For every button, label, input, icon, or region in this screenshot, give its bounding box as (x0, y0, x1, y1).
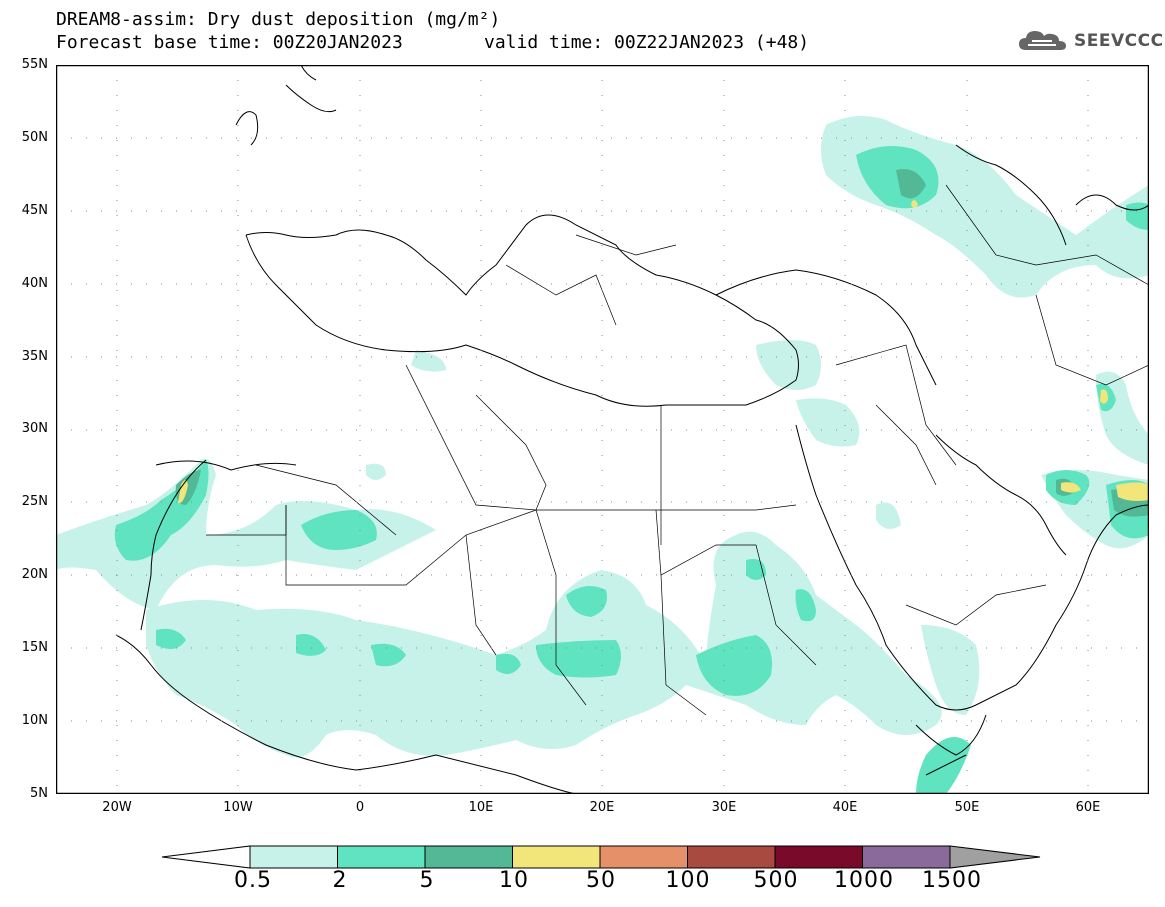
colorbar-segment (337, 845, 426, 869)
legend-label: 100 (665, 868, 711, 893)
cloud-icon (1019, 31, 1066, 50)
colorbar (161, 845, 1041, 869)
lon-label: 0 (355, 800, 365, 815)
contour-10 (178, 200, 1149, 504)
forecast-base-time: Forecast base time: 00Z20JAN2023 (56, 32, 403, 53)
colorbar-segment (249, 845, 338, 869)
lat-label: 35N (21, 349, 48, 364)
lat-label: 55N (21, 57, 48, 72)
colorbar-segment (512, 845, 601, 869)
colorbar-segment (774, 845, 863, 869)
lat-label: 15N (21, 640, 48, 655)
legend-label: 1000 (834, 868, 894, 893)
map-title: DREAM8-assim: Dry dust deposition (mg/m²… (56, 9, 501, 30)
lat-label: 10N (21, 713, 48, 728)
lon-label: 10W (223, 800, 253, 815)
legend-label: 50 (586, 868, 616, 893)
lat-label: 40N (21, 276, 48, 291)
lat-label: 20N (21, 567, 48, 582)
dust-contours (56, 116, 1149, 794)
lat-label: 50N (21, 130, 48, 145)
borders (206, 184, 1149, 716)
colorbar-segment (599, 845, 688, 869)
lat-label: 5N (30, 786, 48, 801)
dust-map (56, 65, 1149, 794)
lat-label: 25N (21, 494, 48, 509)
colorbar-segments (161, 845, 1041, 869)
logo-text: SEEVCCC (1074, 31, 1164, 51)
legend-label: 500 (753, 868, 799, 893)
coastlines (115, 65, 1149, 794)
map-border (56, 65, 1149, 794)
lat-label: 45N (21, 203, 48, 218)
colorbar-segment (687, 845, 776, 869)
colorbar-segment (424, 845, 513, 869)
lon-label: 10E (468, 800, 494, 815)
colorbar-segment (862, 845, 951, 869)
legend-label: 0.5 (234, 868, 272, 893)
colorbar-segment (161, 845, 251, 869)
legend-label: 5 (419, 868, 435, 893)
legend-label: 2 (332, 868, 348, 893)
lon-label: 40E (832, 800, 858, 815)
valid-time: valid time: 00Z22JAN2023 (+48) (484, 32, 810, 53)
lon-label: 30E (711, 800, 737, 815)
legend-label: 10 (499, 868, 529, 893)
seevccc-logo: SEEVCCC (1018, 28, 1164, 54)
colorbar-segment (949, 845, 1041, 869)
lon-label: 60E (1075, 800, 1101, 815)
lon-label: 20W (102, 800, 132, 815)
lon-label: 20E (589, 800, 615, 815)
lon-label: 50E (954, 800, 980, 815)
legend-label: 1500 (922, 868, 982, 893)
lat-label: 30N (21, 421, 48, 436)
